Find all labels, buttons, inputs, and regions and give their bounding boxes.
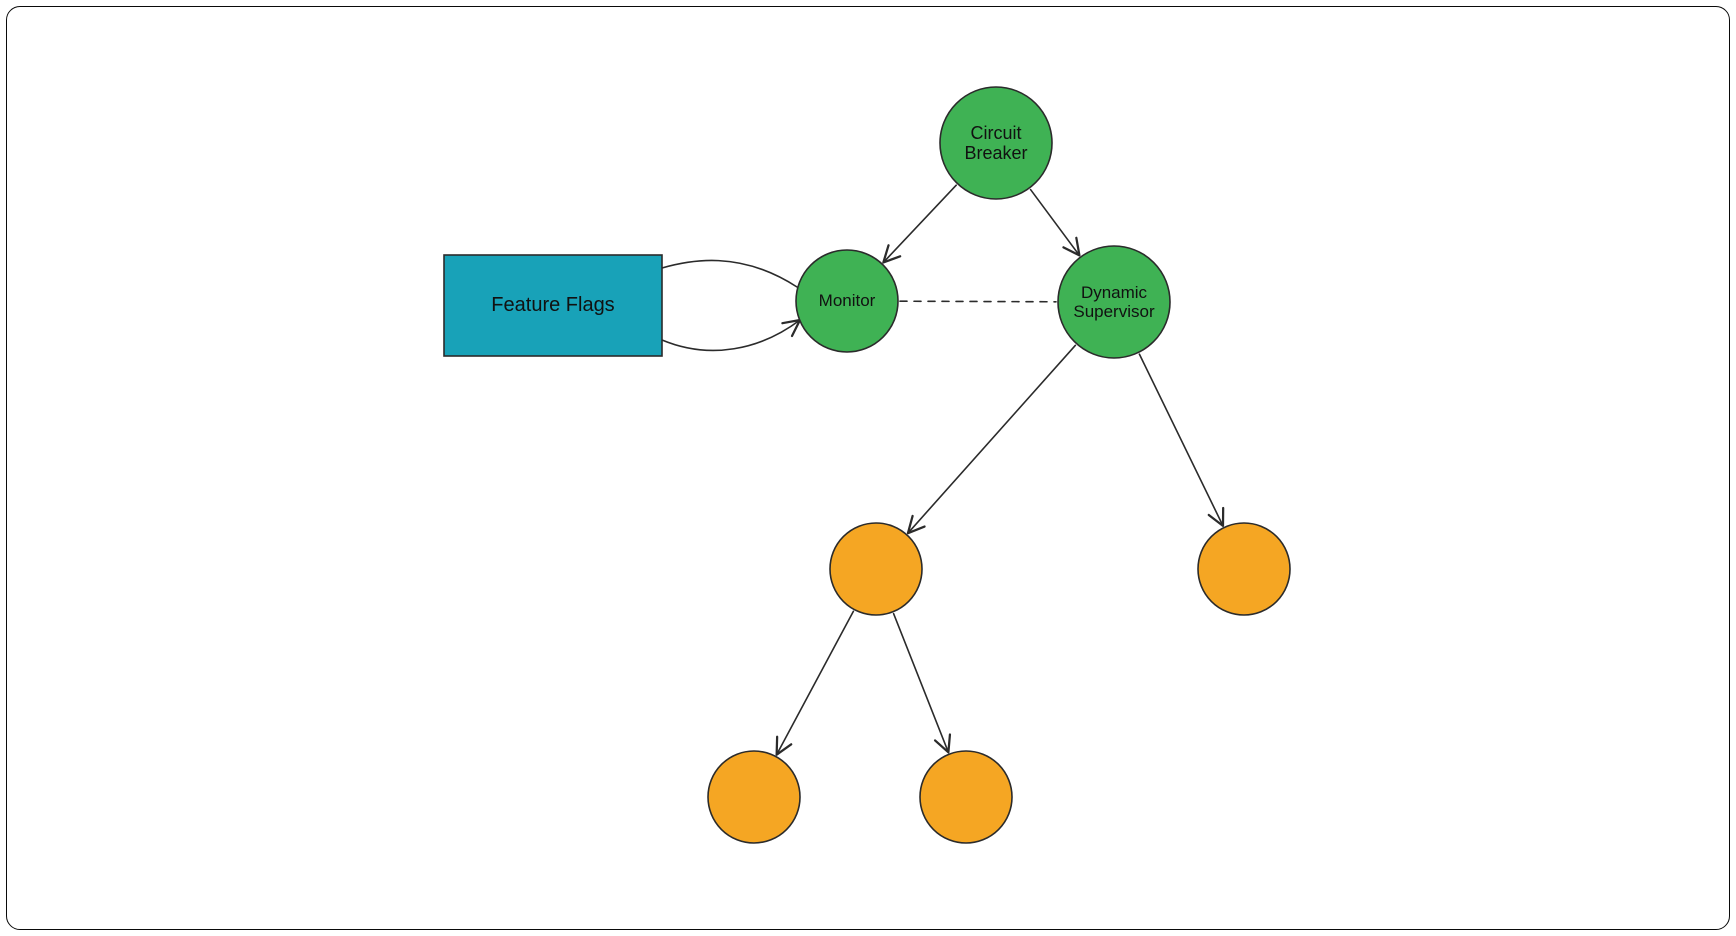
edge-circuit-monitor xyxy=(883,185,956,262)
node-w1 xyxy=(830,523,922,615)
node-flags xyxy=(444,255,662,356)
node-w1a xyxy=(708,751,800,843)
node-w2 xyxy=(1198,523,1290,615)
edge-w1-w1a xyxy=(777,611,854,754)
edge-w1-w1b xyxy=(894,614,949,753)
edge-monitor-dynsup xyxy=(900,301,1056,302)
node-circuit xyxy=(940,87,1052,199)
edge-circuit-dynsup xyxy=(1031,190,1080,256)
edge-monitor-flags-out xyxy=(662,260,797,287)
diagram-svg xyxy=(0,0,1736,936)
node-dynsup xyxy=(1058,246,1170,358)
edge-flags-monitor-in xyxy=(662,320,800,350)
edge-dynsup-w1 xyxy=(908,345,1075,533)
node-w1b xyxy=(920,751,1012,843)
edge-dynsup-w2 xyxy=(1139,354,1223,526)
diagram-stage: Circuit BreakerMonitorDynamic Supervisor… xyxy=(0,0,1736,936)
node-monitor xyxy=(796,250,898,352)
